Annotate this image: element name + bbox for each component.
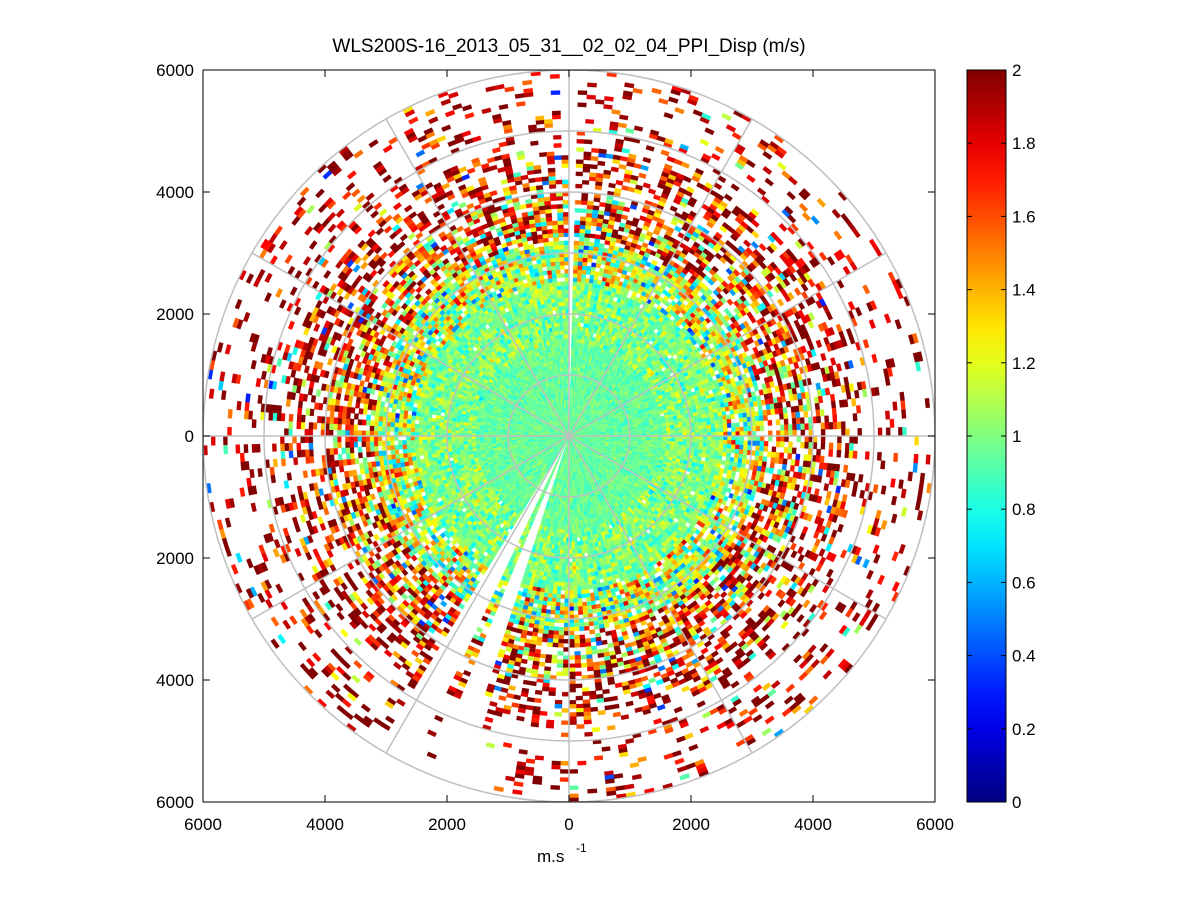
data-cell bbox=[650, 437, 655, 441]
data-cell bbox=[564, 350, 568, 355]
data-cell bbox=[641, 431, 647, 435]
data-cell bbox=[572, 508, 576, 514]
data-cell bbox=[570, 508, 574, 514]
data-cell bbox=[653, 428, 659, 432]
data-cell bbox=[562, 350, 565, 356]
data-cell bbox=[649, 429, 655, 432]
data-cell bbox=[570, 513, 574, 518]
data-cell bbox=[570, 350, 574, 355]
data-cell bbox=[653, 426, 659, 430]
plot-area: 6000 4000 2000 0 2000 4000 6000 60004000200002… bbox=[156, 61, 954, 834]
ppi-data-cells bbox=[203, 70, 933, 802]
data-cell bbox=[570, 517, 574, 522]
chart-title: WLS200S-16_2013_05_31__02_02_04_PPI_Disp… bbox=[332, 36, 805, 57]
data-cell bbox=[511, 437, 517, 440]
data-cell bbox=[564, 358, 568, 364]
data-cell bbox=[483, 431, 488, 435]
data-cell bbox=[487, 437, 492, 441]
data-cell bbox=[637, 432, 643, 435]
data-cell bbox=[565, 366, 568, 372]
data-cell bbox=[621, 432, 627, 435]
data-cell bbox=[562, 358, 566, 364]
data-cell bbox=[565, 378, 568, 384]
data-cell bbox=[571, 346, 574, 351]
data-cell bbox=[570, 500, 573, 506]
data-cell bbox=[633, 432, 639, 435]
data-cell bbox=[650, 431, 655, 435]
data-cell bbox=[483, 440, 489, 443]
data-cell bbox=[491, 439, 497, 443]
data-cell bbox=[564, 517, 568, 522]
data-cell bbox=[570, 504, 573, 510]
data-cell bbox=[499, 437, 505, 440]
data-cell bbox=[654, 438, 659, 441]
data-cell bbox=[646, 431, 651, 435]
data-cell bbox=[654, 431, 659, 434]
data-cell bbox=[483, 437, 488, 441]
data-cell bbox=[564, 354, 568, 359]
data-cell bbox=[641, 429, 647, 433]
data-cell bbox=[570, 488, 573, 494]
data-cell bbox=[575, 520, 579, 526]
data-cell bbox=[495, 437, 501, 440]
data-cell bbox=[573, 520, 577, 526]
data-cell bbox=[573, 516, 576, 522]
data-cell bbox=[564, 521, 567, 526]
data-cell bbox=[565, 362, 568, 368]
data-cell bbox=[571, 521, 574, 526]
data-cell bbox=[491, 437, 497, 441]
